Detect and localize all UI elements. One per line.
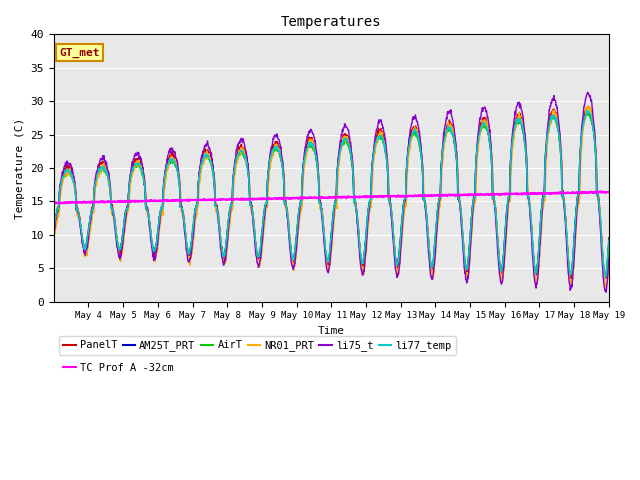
Line: AirT: AirT — [54, 113, 609, 277]
li77_temp — [307, 140, 314, 145]
li77_temp — [137, 164, 145, 170]
Line: PanelT: PanelT — [54, 106, 609, 278]
li77_temp — [605, 238, 612, 243]
Line: NR01_PRT: NR01_PRT — [54, 106, 609, 288]
X-axis label: Time: Time — [318, 326, 345, 336]
Title: Temperatures: Temperatures — [281, 15, 381, 29]
li75_t — [317, 202, 324, 207]
AM25T_PRT — [598, 246, 606, 252]
TC Prof A -32cm — [463, 192, 470, 198]
li77_temp — [317, 201, 324, 207]
li77_temp — [462, 265, 470, 271]
AirT — [584, 110, 592, 116]
li75_t — [137, 154, 145, 160]
TC Prof A -32cm — [605, 189, 612, 195]
AM25T_PRT — [137, 163, 145, 169]
AirT — [543, 133, 551, 139]
PanelT — [584, 103, 592, 109]
Legend: TC Prof A -32cm: TC Prof A -32cm — [59, 359, 178, 377]
AirT — [50, 229, 58, 235]
AM25T_PRT — [543, 132, 551, 138]
li75_t — [543, 126, 551, 132]
AirT — [317, 201, 324, 207]
AirT — [598, 243, 606, 249]
TC Prof A -32cm — [544, 191, 552, 196]
AM25T_PRT — [605, 235, 612, 241]
NR01_PRT — [605, 259, 612, 265]
PanelT — [598, 247, 606, 252]
NR01_PRT — [462, 272, 470, 278]
PanelT — [462, 269, 470, 275]
li75_t — [598, 255, 606, 261]
li75_t — [584, 89, 592, 95]
AM25T_PRT — [307, 142, 314, 147]
PanelT — [317, 200, 324, 205]
Line: TC Prof A -32cm: TC Prof A -32cm — [54, 192, 609, 204]
li77_temp — [598, 241, 606, 247]
NR01_PRT — [317, 206, 324, 212]
Line: AM25T_PRT: AM25T_PRT — [54, 112, 609, 277]
PanelT — [605, 241, 612, 247]
AirT — [601, 275, 609, 280]
li77_temp — [50, 227, 58, 233]
AM25T_PRT — [602, 275, 609, 280]
AirT — [137, 168, 145, 173]
li77_temp — [602, 274, 610, 279]
PanelT — [307, 135, 314, 141]
PanelT — [50, 227, 58, 232]
li77_temp — [583, 108, 591, 113]
AM25T_PRT — [462, 264, 470, 270]
NR01_PRT — [50, 237, 58, 243]
AM25T_PRT — [50, 228, 58, 234]
NR01_PRT — [584, 103, 592, 109]
NR01_PRT — [543, 141, 551, 146]
NR01_PRT — [602, 285, 610, 290]
li77_temp — [543, 131, 551, 137]
li75_t — [605, 256, 612, 262]
TC Prof A -32cm — [60, 201, 67, 206]
AM25T_PRT — [317, 202, 324, 207]
AirT — [462, 265, 470, 271]
PanelT — [568, 276, 575, 281]
Line: li75_t: li75_t — [54, 92, 609, 292]
li75_t — [307, 128, 314, 134]
AM25T_PRT — [584, 109, 591, 115]
TC Prof A -32cm — [307, 194, 314, 200]
TC Prof A -32cm — [598, 189, 606, 195]
TC Prof A -32cm — [596, 189, 604, 194]
TC Prof A -32cm — [137, 198, 145, 204]
li75_t — [50, 234, 58, 240]
Y-axis label: Temperature (C): Temperature (C) — [15, 118, 25, 219]
Line: li77_temp: li77_temp — [54, 110, 609, 276]
TC Prof A -32cm — [50, 200, 58, 206]
TC Prof A -32cm — [317, 194, 325, 200]
AirT — [307, 141, 314, 147]
NR01_PRT — [307, 136, 314, 142]
NR01_PRT — [598, 241, 606, 247]
li75_t — [602, 289, 610, 295]
PanelT — [543, 131, 551, 136]
NR01_PRT — [137, 163, 145, 168]
Text: GT_met: GT_met — [60, 48, 100, 58]
li75_t — [462, 276, 470, 282]
PanelT — [137, 160, 145, 166]
AirT — [605, 237, 612, 242]
